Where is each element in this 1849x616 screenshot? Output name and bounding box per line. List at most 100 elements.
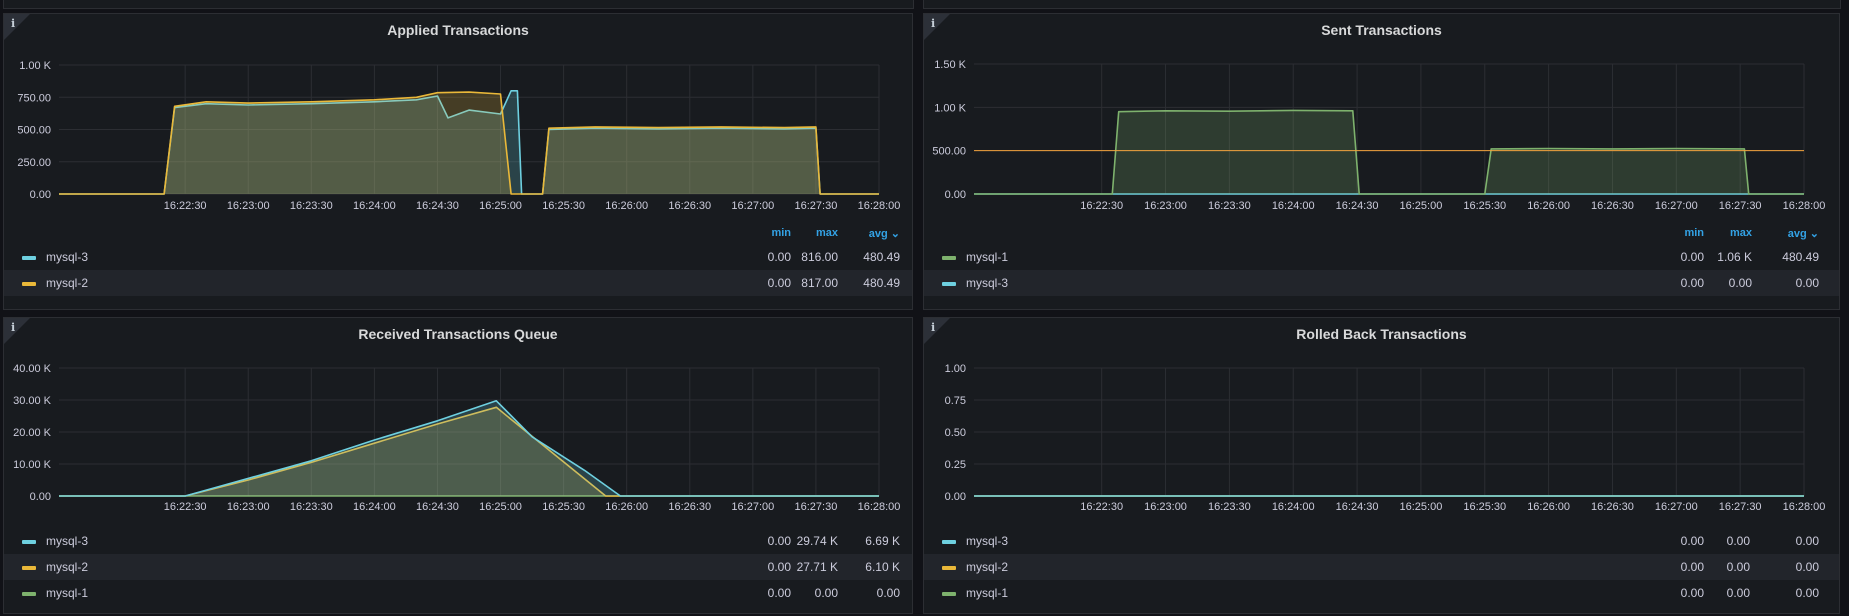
y-tick-label: 0.00 xyxy=(945,491,966,503)
x-tick-label: 16:23:30 xyxy=(1208,200,1251,212)
x-tick-label: 16:22:30 xyxy=(164,501,207,513)
legend: min max avg ⌄ mysql-1 0.00 1.06 K 480.49 mysql-… xyxy=(924,224,1839,304)
chart-canvas[interactable]: 0.00 500.00 1.00 K 1.50 K 16:22:30 16:23:00 16… xyxy=(924,14,1839,214)
series-line-mysql-3[interactable] xyxy=(59,90,879,195)
series-color-swatch[interactable] xyxy=(22,566,36,570)
panel-received-transactions-queue: i Received Transactions Queue 0.00 10.00 K 2… xyxy=(3,317,913,614)
legend-header-avg[interactable]: avg ⌄ xyxy=(1787,228,1819,240)
legend-row[interactable]: mysql-3 0.00 29.74 K 6.69 K xyxy=(4,528,912,554)
legend-series-name[interactable]: mysql-1 xyxy=(966,586,1009,600)
chart-canvas[interactable]: 0.00 10.00 K 20.00 K 30.00 K 40.00 K 16:22:30… xyxy=(4,318,912,518)
legend-series-name[interactable]: mysql-2 xyxy=(966,560,1009,574)
legend-max-value: 29.74 K xyxy=(796,534,838,548)
legend-avg-value: 480.49 xyxy=(863,276,900,290)
legend-row[interactable]: mysql-1 0.00 0.00 0.00 xyxy=(924,580,1839,606)
series-color-swatch[interactable] xyxy=(942,282,956,286)
y-tick-label: 30.00 K xyxy=(13,395,52,407)
y-tick-label: 1.00 K xyxy=(19,60,51,72)
legend-header-max[interactable]: max xyxy=(1729,227,1752,239)
x-tick-label: 16:24:00 xyxy=(353,200,396,212)
x-tick-label: 16:25:30 xyxy=(542,200,585,212)
series-line-mysql-2[interactable] xyxy=(59,91,879,195)
panel-corner[interactable] xyxy=(924,14,950,40)
legend-series-name[interactable]: mysql-1 xyxy=(46,586,89,600)
chart-canvas[interactable]: 0.00 0.25 0.50 0.75 1.00 16:22:30 16:23:00 16:2… xyxy=(924,318,1839,518)
x-tick-label: 16:23:00 xyxy=(227,200,270,212)
legend-row[interactable]: mysql-3 0.00 0.00 0.00 xyxy=(924,528,1839,554)
x-tick-label: 16:22:30 xyxy=(164,200,207,212)
legend: mysql-3 0.00 29.74 K 6.69 K mysql-2 0.00 27.71… xyxy=(4,528,912,606)
legend-max-value: 1.06 K xyxy=(1717,250,1752,264)
legend-series-name[interactable]: mysql-3 xyxy=(966,276,1009,290)
x-tick-label: 16:27:30 xyxy=(795,200,838,212)
info-icon[interactable]: i xyxy=(931,17,936,30)
series-area-mysql-2 xyxy=(59,407,879,496)
panel-title[interactable]: Sent Transactions xyxy=(1321,22,1442,38)
x-tick-label: 16:24:00 xyxy=(1272,200,1315,212)
panel-title[interactable]: Applied Transactions xyxy=(387,22,529,38)
legend-header-max[interactable]: max xyxy=(815,227,838,239)
info-icon[interactable]: i xyxy=(11,17,16,30)
panel-corner[interactable] xyxy=(4,318,30,344)
legend-row[interactable] xyxy=(4,296,912,304)
series-line-mysql-3[interactable] xyxy=(59,400,879,497)
legend-row[interactable]: mysql-1 0.00 0.00 0.00 xyxy=(4,580,912,606)
y-tick-label: 1.00 xyxy=(945,363,966,375)
legend-row[interactable]: mysql-1 0.00 1.06 K 480.49 xyxy=(924,244,1839,270)
legend-header-min[interactable]: min xyxy=(771,227,791,239)
x-tick-label: 16:25:30 xyxy=(542,501,585,513)
x-tick-label: 16:22:30 xyxy=(1080,501,1123,513)
panel-corner[interactable] xyxy=(924,318,950,344)
legend-series-name[interactable]: mysql-3 xyxy=(46,534,89,548)
legend-series-name[interactable]: mysql-2 xyxy=(46,560,89,574)
legend-min-value: 0.00 xyxy=(767,276,791,290)
y-tick-label: 500.00 xyxy=(17,125,51,137)
legend-row[interactable]: mysql-2 0.00 27.71 K 6.10 K xyxy=(4,554,912,580)
legend-row[interactable]: mysql-3 0.00 816.00 480.49 xyxy=(4,244,912,270)
legend-series-name[interactable]: mysql-3 xyxy=(46,250,89,264)
panel-title[interactable]: Rolled Back Transactions xyxy=(1296,326,1467,342)
x-tick-label: 16:25:30 xyxy=(1463,501,1506,513)
x-tick-label: 16:26:30 xyxy=(668,200,711,212)
series-area-mysql-3 xyxy=(59,90,879,194)
legend-min-value: 0.00 xyxy=(767,586,791,600)
series-color-swatch[interactable] xyxy=(942,256,956,260)
x-tick-label: 16:28:00 xyxy=(1783,200,1826,212)
series-color-swatch[interactable] xyxy=(22,282,36,286)
panel-corner[interactable] xyxy=(4,14,30,40)
x-tick-label: 16:27:00 xyxy=(731,200,774,212)
legend-row[interactable] xyxy=(924,296,1839,304)
x-tick-label: 16:26:00 xyxy=(605,501,648,513)
series-color-swatch[interactable] xyxy=(22,540,36,544)
legend-series-name[interactable]: mysql-1 xyxy=(966,250,1009,264)
y-tick-label: 0.25 xyxy=(945,459,966,471)
panel-rolled-back-transactions: i Rolled Back Transactions 0.00 0.25 0.50 0.7… xyxy=(923,317,1840,614)
legend-series-name[interactable]: mysql-3 xyxy=(966,534,1009,548)
legend-avg-value: 0.00 xyxy=(1795,276,1819,290)
legend-series-name[interactable]: mysql-2 xyxy=(46,276,89,290)
legend-min-value: 0.00 xyxy=(767,534,791,548)
legend-row[interactable]: mysql-2 0.00 0.00 0.00 xyxy=(924,554,1839,580)
legend-header: min max avg ⌄ xyxy=(924,224,1839,244)
series-color-swatch[interactable] xyxy=(22,592,36,596)
panel-title[interactable]: Received Transactions Queue xyxy=(358,326,558,342)
chart-canvas[interactable]: 0.00 250.00 500.00 750.00 1.00 K 16:22:30 16:2… xyxy=(4,14,912,214)
y-tick-label: 1.50 K xyxy=(934,59,966,71)
info-icon[interactable]: i xyxy=(931,321,936,334)
series-color-swatch[interactable] xyxy=(22,256,36,260)
legend-row[interactable]: mysql-3 0.00 0.00 0.00 xyxy=(924,270,1839,296)
x-tick-label: 16:23:30 xyxy=(290,200,333,212)
series-color-swatch[interactable] xyxy=(942,540,956,544)
x-tick-label: 16:23:00 xyxy=(227,501,270,513)
legend-avg-value: 480.49 xyxy=(1782,250,1819,264)
x-tick-label: 16:27:00 xyxy=(1655,200,1698,212)
legend-max-value: 0.00 xyxy=(814,586,838,600)
legend-header-min[interactable]: min xyxy=(1684,227,1704,239)
legend-header-avg[interactable]: avg ⌄ xyxy=(868,228,900,240)
series-color-swatch[interactable] xyxy=(942,566,956,570)
legend-max-value: 0.00 xyxy=(1726,586,1750,600)
info-icon[interactable]: i xyxy=(11,321,16,334)
series-color-swatch[interactable] xyxy=(942,592,956,596)
series-line-mysql-1[interactable] xyxy=(974,109,1804,195)
legend-row[interactable]: mysql-2 0.00 817.00 480.49 xyxy=(4,270,912,296)
